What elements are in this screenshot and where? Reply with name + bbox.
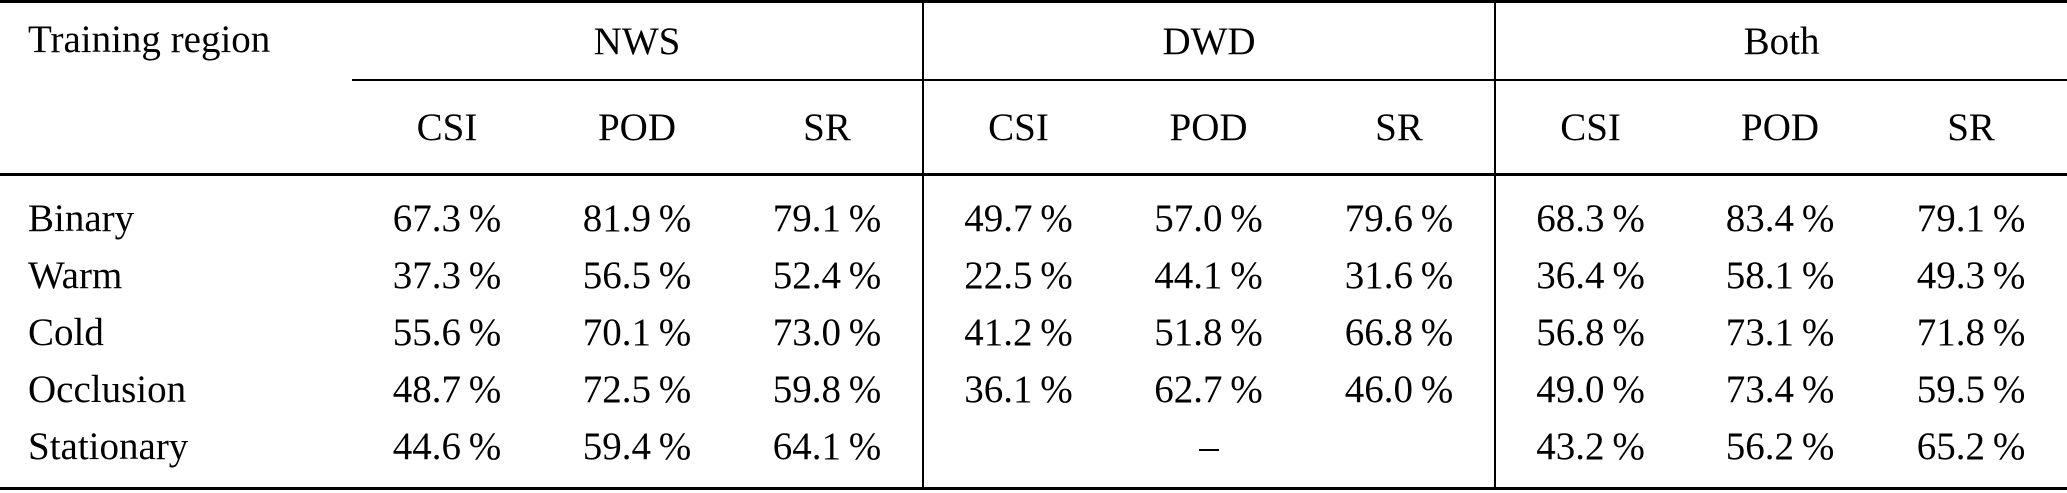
col-header-both-sr: SR bbox=[1875, 80, 2067, 176]
value-cell: 62.7 % bbox=[1154, 368, 1263, 411]
group-header-both: Both bbox=[1494, 0, 2067, 81]
value-cell: 56.2 % bbox=[1685, 418, 1876, 490]
table-row-occlusion: Occlusion 48.7 % 72.5 % 59.8 % 36.1 % 62… bbox=[0, 361, 2067, 418]
value-cell: 59.8 % bbox=[772, 368, 882, 411]
table-row-stationary: Stationary 44.6 % 59.4 % 64.1 % – 43.2 %… bbox=[0, 418, 2067, 490]
value-cell: 41.2 % bbox=[922, 304, 1114, 361]
row-label: Occlusion bbox=[28, 368, 187, 411]
col-header-nws-sr: SR bbox=[732, 80, 924, 176]
value-cell: 64.1 % bbox=[732, 418, 924, 490]
col-header-both-pod: POD bbox=[1685, 80, 1876, 176]
metric-header-row: CSI POD SR CSI POD SR CSI POD SR bbox=[0, 80, 2067, 176]
value-cell: 36.4 % bbox=[1494, 247, 1686, 304]
value-cell: 44.6 % bbox=[352, 418, 542, 490]
value-cell: 43.2 % bbox=[1494, 418, 1686, 490]
value-cell: 22.5 % bbox=[922, 247, 1114, 304]
value-cell: 67.3 % bbox=[392, 197, 502, 240]
value-cell: 49.7 % bbox=[922, 174, 1114, 247]
value-cell: 55.6 % bbox=[392, 311, 502, 354]
value-cell: 49.0 % bbox=[1494, 361, 1686, 418]
value-cell: 31.6 % bbox=[1344, 254, 1454, 297]
col-header-dwd-pod: POD bbox=[1113, 80, 1305, 176]
value-cell: 44.1 % bbox=[1154, 254, 1263, 297]
value-cell: 70.1 % bbox=[582, 311, 692, 354]
value-cell: 79.1 % bbox=[772, 197, 882, 240]
table-row-warm: Warm 37.3 % 56.5 % 52.4 % 22.5 % 44.1 % … bbox=[0, 247, 2067, 304]
value-cell: 56.5 % bbox=[582, 254, 692, 297]
row-header-label: Training region bbox=[0, 0, 352, 176]
group-header-row: Training region NWS DWD Both bbox=[0, 0, 2067, 176]
value-cell: 66.8 % bbox=[1344, 311, 1454, 354]
value-cell: 48.7 % bbox=[392, 368, 502, 411]
row-label: Cold bbox=[28, 311, 104, 354]
value-cell: 71.8 % bbox=[1916, 311, 2026, 354]
value-cell: 83.4 % bbox=[1725, 197, 1835, 240]
value-cell: 81.9 % bbox=[582, 197, 692, 240]
value-cell: 65.2 % bbox=[1875, 418, 2067, 490]
value-cell: 57.0 % bbox=[1154, 197, 1263, 240]
row-label: Binary bbox=[28, 197, 135, 240]
value-cell: 36.1 % bbox=[922, 361, 1114, 418]
value-cell: 59.5 % bbox=[1916, 368, 2026, 411]
value-cell: 52.4 % bbox=[772, 254, 882, 297]
value-cell: 58.1 % bbox=[1725, 254, 1835, 297]
row-label: Warm bbox=[28, 254, 123, 297]
table-row-binary: Binary 67.3 % 81.9 % 79.1 % 49.7 % 57.0 … bbox=[0, 174, 2067, 247]
value-cell: 59.4 % bbox=[542, 418, 732, 490]
col-header-dwd-sr: SR bbox=[1304, 80, 1496, 176]
row-label: Stationary bbox=[0, 418, 352, 490]
value-cell: 56.8 % bbox=[1494, 304, 1686, 361]
value-cell: 72.5 % bbox=[582, 368, 692, 411]
value-cell: 37.3 % bbox=[392, 254, 502, 297]
missing-value-dash: – bbox=[922, 418, 1496, 490]
value-cell: 46.0 % bbox=[1344, 368, 1454, 411]
value-cell: 49.3 % bbox=[1916, 254, 2026, 297]
group-header-dwd: DWD bbox=[922, 0, 1496, 81]
col-header-nws-pod: POD bbox=[542, 80, 732, 176]
value-cell: 79.1 % bbox=[1916, 197, 2026, 240]
value-cell: 73.1 % bbox=[1725, 311, 1835, 354]
col-header-dwd-csi: CSI bbox=[922, 80, 1114, 176]
value-cell: 51.8 % bbox=[1154, 311, 1263, 354]
value-cell: 68.3 % bbox=[1494, 174, 1686, 247]
value-cell: 73.4 % bbox=[1725, 368, 1835, 411]
value-cell: 73.0 % bbox=[772, 311, 882, 354]
value-cell: 79.6 % bbox=[1344, 197, 1454, 240]
group-header-nws: NWS bbox=[352, 0, 924, 81]
col-header-both-csi: CSI bbox=[1494, 80, 1686, 176]
table-row-cold: Cold 55.6 % 70.1 % 73.0 % 41.2 % 51.8 % … bbox=[0, 304, 2067, 361]
col-header-nws-csi: CSI bbox=[352, 80, 542, 176]
